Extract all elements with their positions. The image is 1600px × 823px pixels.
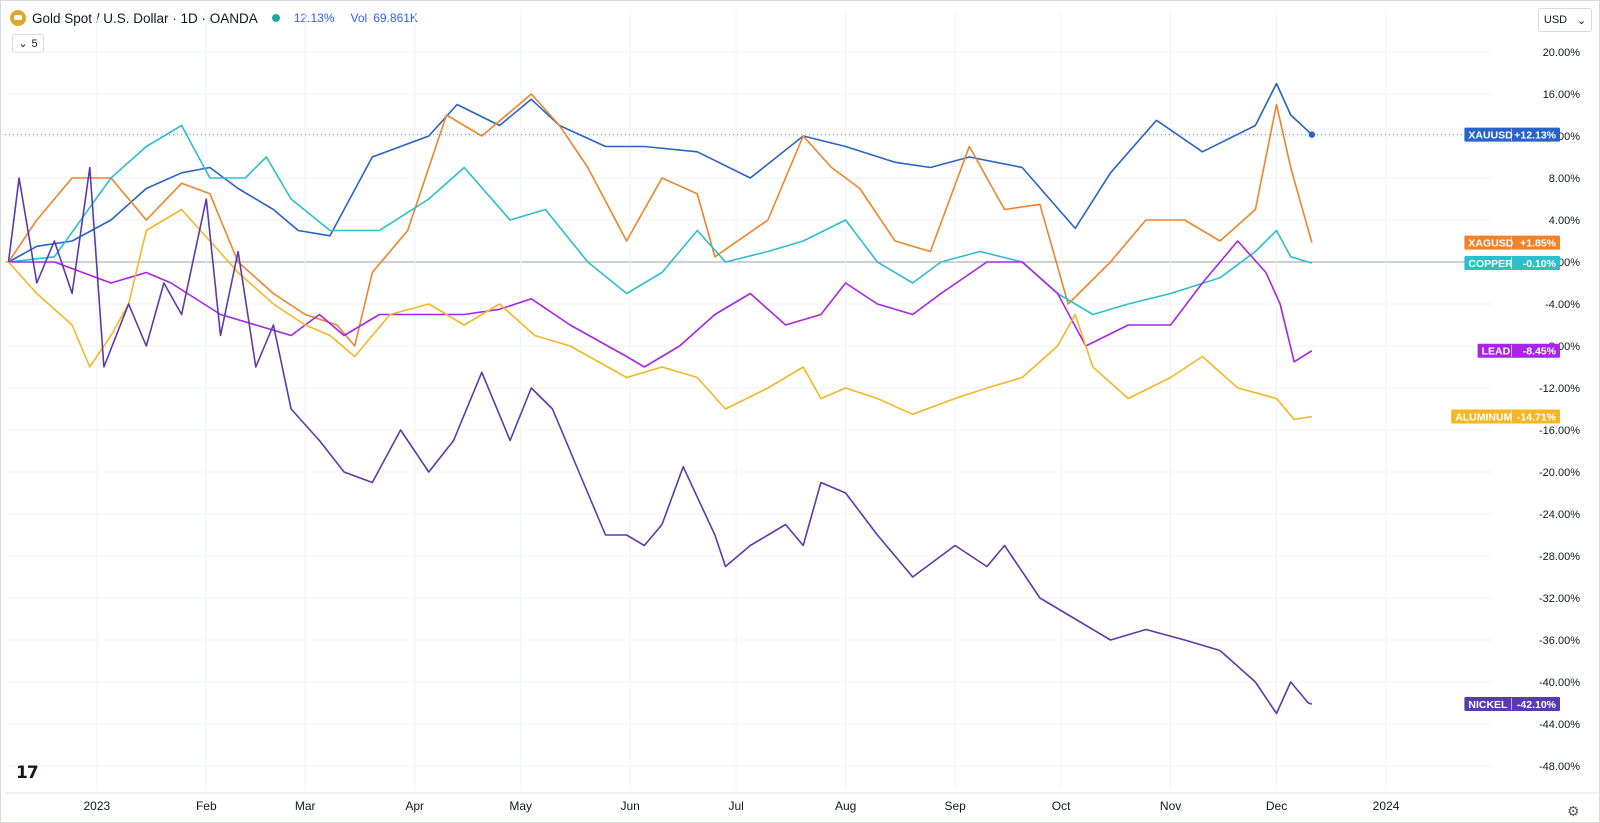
- x-tick-label: May: [509, 799, 532, 813]
- series-badge-nickel[interactable]: NICKEL -42.10%: [1464, 697, 1560, 712]
- badge-value: +1.85%: [1520, 238, 1557, 250]
- symbol-title[interactable]: Gold Spot / U.S. Dollar · 1D · OANDA: [32, 10, 258, 26]
- badge-bg: [1464, 127, 1560, 142]
- chevron-down-icon: ⌄: [18, 38, 28, 50]
- y-tick-label: -36.00%: [1539, 635, 1580, 647]
- y-tick-label: 8.00%: [1549, 173, 1580, 185]
- badge-name: COPPER: [1468, 258, 1513, 270]
- y-tick-label: 16.00%: [1543, 89, 1581, 101]
- badge-bg: [1464, 235, 1560, 250]
- y-tick-label: 4.00%: [1549, 215, 1580, 227]
- badge-bg: [1464, 256, 1560, 271]
- badge-value: -42.10%: [1517, 699, 1557, 711]
- badge-name: NICKEL: [1468, 699, 1508, 711]
- y-tick-label: -40.00%: [1539, 677, 1580, 689]
- x-tick-label: 2023: [83, 799, 110, 813]
- series-line-xauusd[interactable]: [8, 82, 1313, 263]
- currency-select[interactable]: USD ⌄: [1538, 8, 1592, 32]
- x-tick-label: Jul: [728, 799, 743, 813]
- series-line-aluminum[interactable]: [7, 208, 1313, 421]
- x-tick-label: Jun: [620, 799, 639, 813]
- badge-bg: [1451, 409, 1560, 424]
- series-line-nickel[interactable]: [7, 166, 1313, 715]
- x-tick-label: Feb: [196, 799, 217, 813]
- badge-name: XAGUSD: [1468, 238, 1513, 250]
- volume-label: Vol: [350, 11, 368, 25]
- tradingview-logo-icon[interactable]: 17: [16, 763, 39, 783]
- badge-name: XAUUSD: [1468, 130, 1513, 142]
- badge-divider: [1511, 410, 1512, 423]
- series-line-copper[interactable]: [8, 124, 1313, 316]
- change-percent: 12.13%: [293, 11, 335, 25]
- series-badge-lead[interactable]: LEAD -8.45%: [1477, 343, 1560, 358]
- series-badge-xagusd[interactable]: XAGUSD +1.85%: [1464, 235, 1560, 250]
- indicators-count: 5: [31, 37, 38, 50]
- x-tick-label: Aug: [835, 799, 856, 813]
- x-tick-label: Oct: [1052, 799, 1071, 813]
- x-tick-label: Sep: [944, 799, 966, 813]
- currency-value: USD: [1543, 14, 1568, 26]
- last-price-dot: [1308, 131, 1316, 138]
- badge-divider: [1511, 698, 1512, 711]
- series-badge-xauusd[interactable]: XAUUSD +12.13%: [1464, 127, 1560, 142]
- market-status-icon: [271, 14, 280, 22]
- badge-name: ALUMINUM: [1455, 411, 1512, 423]
- y-tick-label: -28.00%: [1539, 551, 1580, 563]
- badge-value: +12.13%: [1514, 130, 1556, 142]
- badge-bg: [1477, 343, 1560, 358]
- volume-value: 69.861K: [373, 11, 418, 25]
- badge-name: LEAD: [1482, 346, 1511, 358]
- x-tick-label: Mar: [295, 799, 316, 813]
- x-tick-label: Apr: [405, 799, 424, 813]
- badge-divider: [1511, 257, 1512, 270]
- y-tick-label: -16.00%: [1539, 425, 1580, 437]
- series-badge-copper[interactable]: COPPER -0.10%: [1464, 256, 1560, 271]
- badge-divider: [1511, 128, 1512, 141]
- badge-value: -14.71%: [1517, 411, 1557, 423]
- series-line-lead[interactable]: [8, 240, 1313, 368]
- badge-bg: [1464, 697, 1560, 712]
- badge-divider: [1511, 344, 1512, 357]
- y-tick-label: -12.00%: [1539, 383, 1580, 395]
- y-tick-label: 20.00%: [1543, 47, 1581, 59]
- badge-value: -0.10%: [1523, 258, 1557, 270]
- gear-icon[interactable]: ⚙: [1567, 803, 1580, 819]
- legend-header: Gold Spot / U.S. Dollar · 1D · OANDA 12.…: [10, 8, 418, 28]
- gold-logo-icon: [10, 10, 26, 26]
- y-tick-label: -48.00%: [1539, 761, 1580, 773]
- chevron-down-icon: ⌄: [1576, 14, 1587, 27]
- x-tick-label: 2024: [1373, 799, 1400, 813]
- badge-divider: [1511, 236, 1512, 249]
- x-tick-label: Nov: [1160, 799, 1181, 813]
- series-badge-aluminum[interactable]: ALUMINUM -14.71%: [1451, 409, 1560, 424]
- y-tick-label: -4.00%: [1545, 299, 1580, 311]
- y-tick-label: -24.00%: [1539, 509, 1580, 521]
- y-tick-label: -44.00%: [1539, 719, 1580, 731]
- badge-value: -8.45%: [1523, 346, 1557, 358]
- y-tick-label: -32.00%: [1539, 593, 1580, 605]
- series-line-xagusd[interactable]: [7, 93, 1313, 347]
- y-tick-label: -20.00%: [1539, 467, 1580, 479]
- x-tick-label: Dec: [1266, 799, 1287, 813]
